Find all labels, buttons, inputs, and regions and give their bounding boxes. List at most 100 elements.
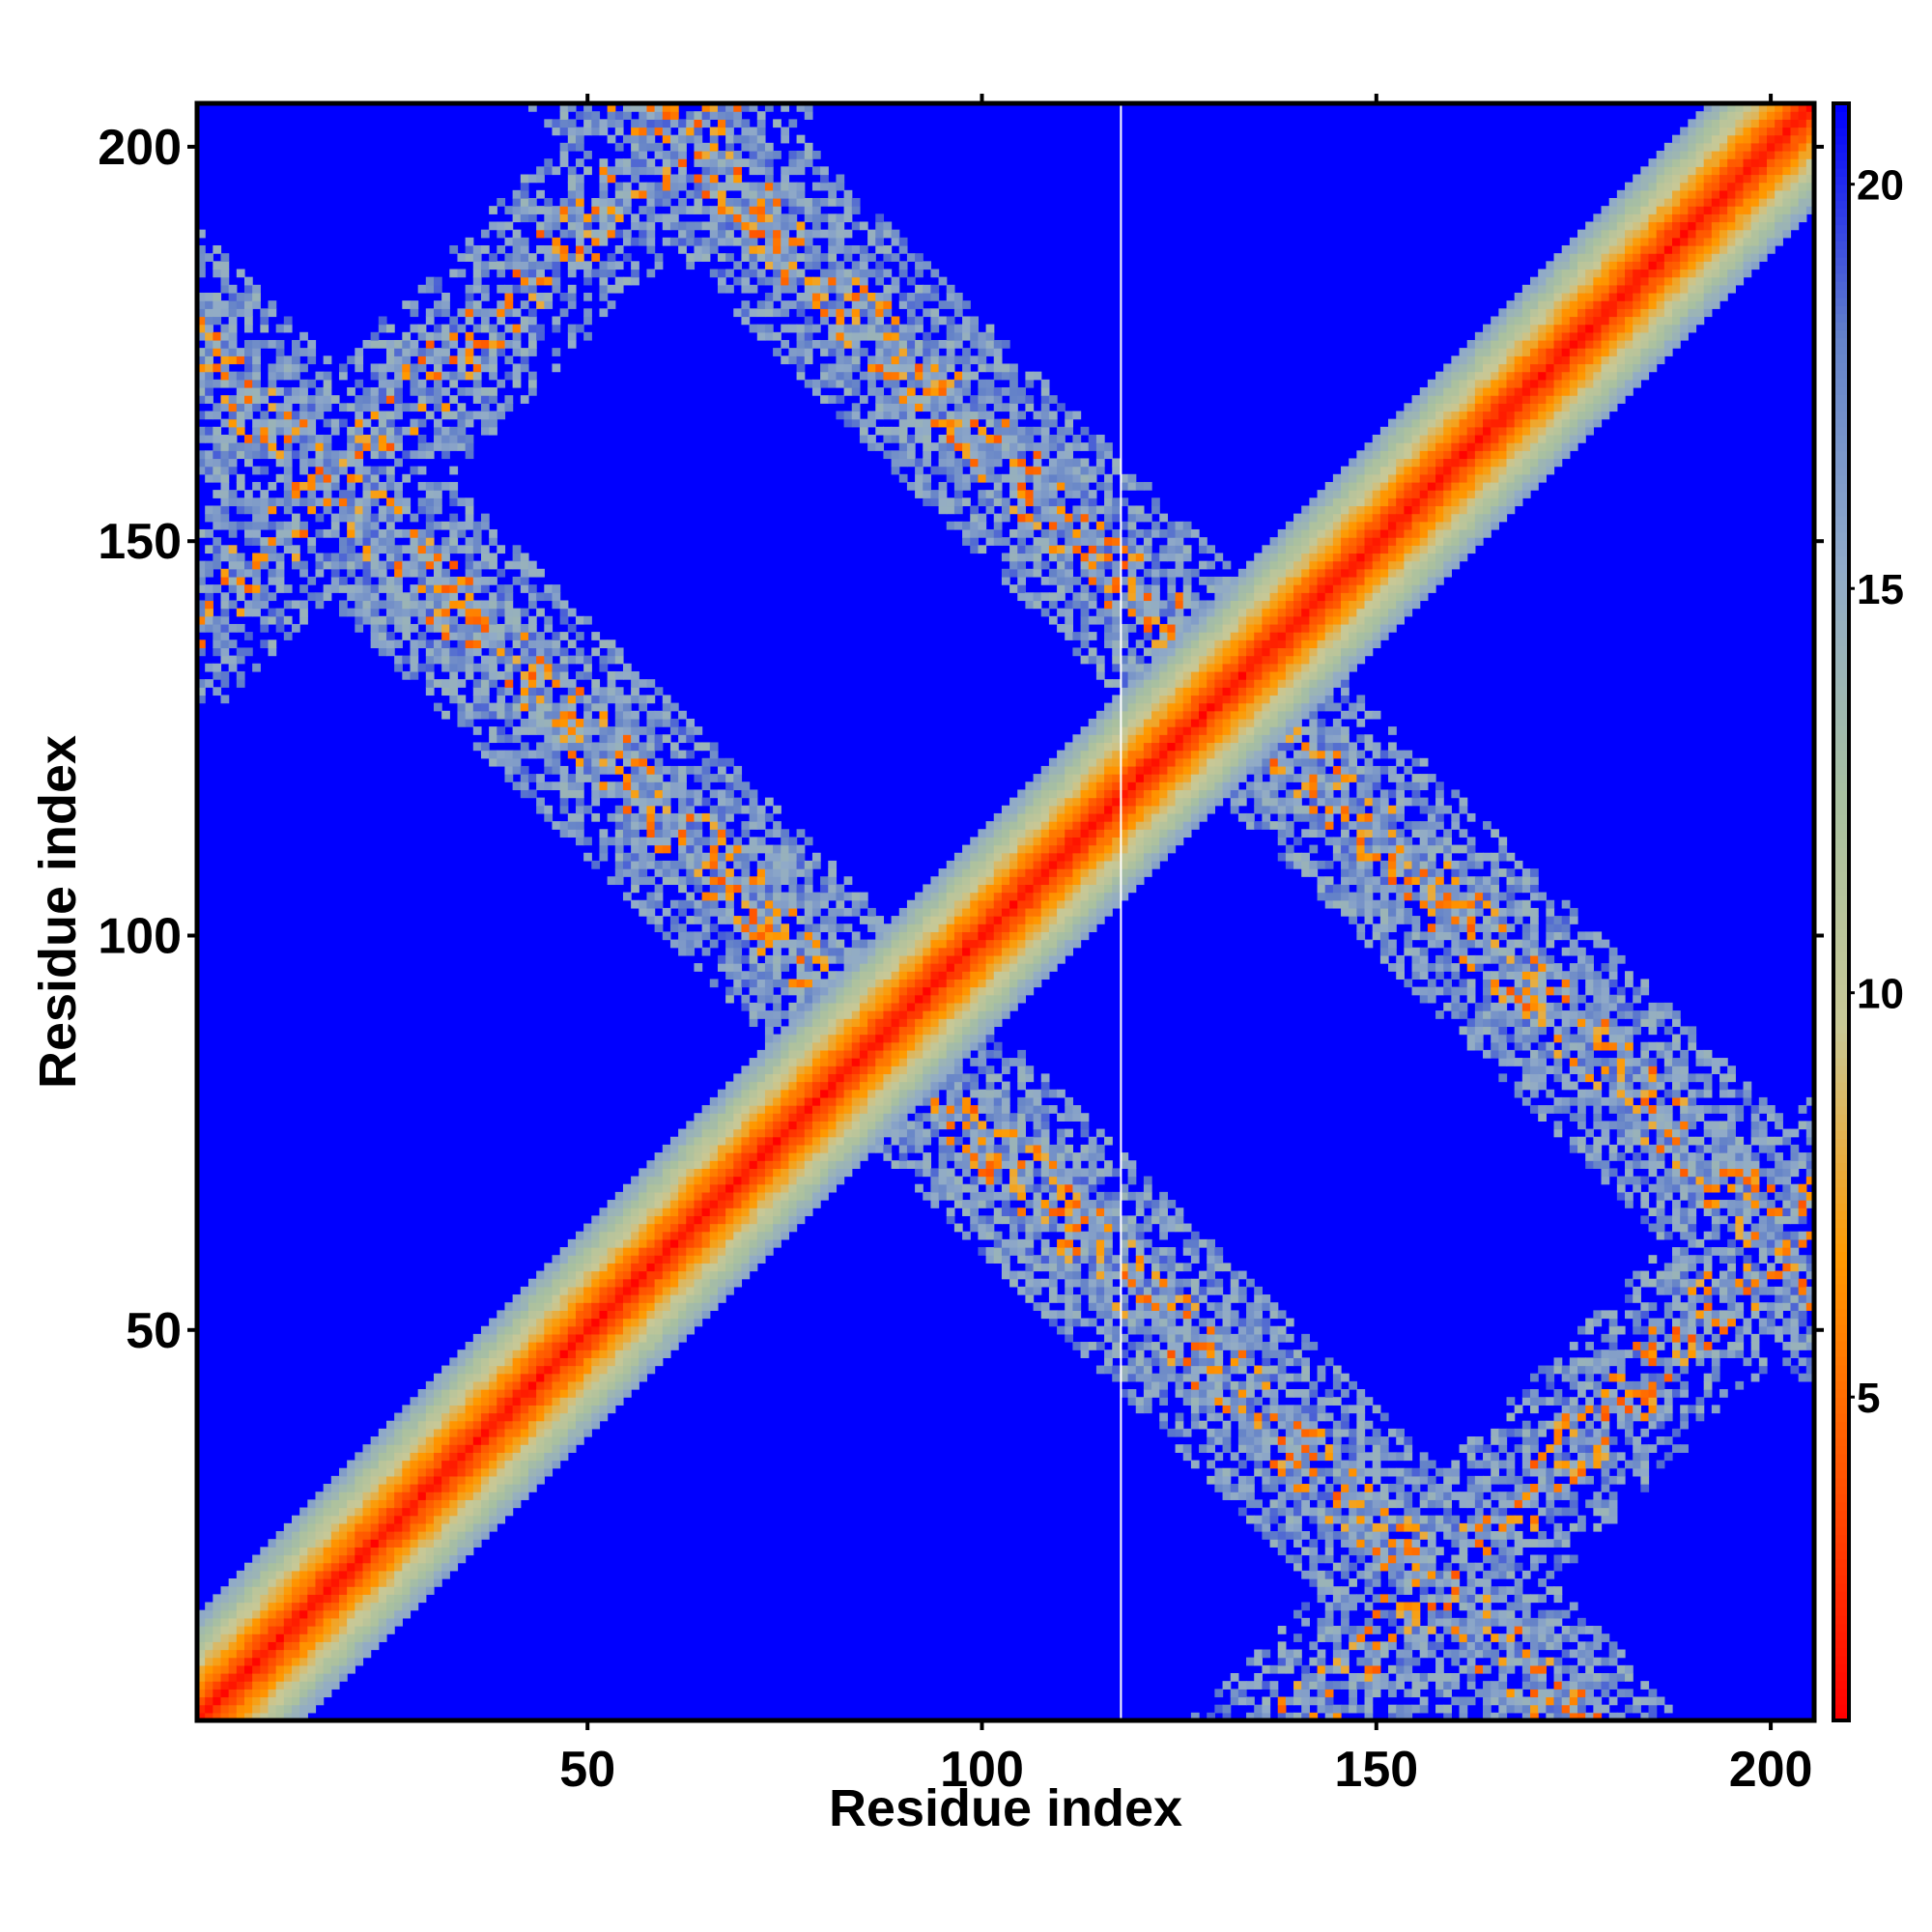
- heatmap-cell: [781, 860, 790, 869]
- heatmap-cell: [591, 632, 601, 640]
- heatmap-cell: [717, 1270, 726, 1280]
- heatmap-cell: [599, 702, 609, 712]
- heatmap-cell: [544, 276, 554, 286]
- heatmap-cell: [299, 418, 308, 428]
- heatmap-cell: [260, 615, 270, 625]
- heatmap-cell: [678, 1302, 687, 1311]
- heatmap-cell: [489, 608, 497, 617]
- heatmap-cell: [323, 355, 332, 365]
- heatmap-cell: [268, 1649, 277, 1659]
- heatmap-cell: [228, 434, 238, 443]
- heatmap-cell: [260, 537, 270, 546]
- heatmap-cell: [213, 584, 222, 593]
- heatmap-cell: [465, 718, 474, 727]
- heatmap-cell: [385, 434, 395, 443]
- heatmap-cell: [433, 615, 442, 625]
- heatmap-cell: [402, 348, 412, 356]
- heatmap-cell: [268, 308, 277, 318]
- heatmap-cell: [804, 1096, 813, 1106]
- heatmap-cell: [796, 994, 806, 1004]
- heatmap-cell: [236, 308, 245, 318]
- heatmap-cell: [299, 1531, 308, 1540]
- heatmap-cell: [504, 300, 514, 309]
- heatmap-cell: [330, 1570, 340, 1579]
- heatmap-cell: [622, 726, 632, 735]
- heatmap-cell: [378, 1484, 387, 1492]
- heatmap-cell: [228, 1704, 238, 1714]
- heatmap-cell: [639, 812, 648, 822]
- heatmap-cell: [220, 355, 230, 365]
- heatmap-cell: [299, 1626, 308, 1634]
- heatmap-cell: [268, 1594, 277, 1604]
- heatmap-cell: [220, 647, 230, 657]
- heatmap-cell: [756, 158, 766, 167]
- heatmap-cell: [781, 355, 790, 365]
- heatmap-cell: [449, 632, 459, 640]
- heatmap-cell: [497, 584, 506, 593]
- heatmap-cell: [472, 1342, 482, 1350]
- heatmap-cell: [694, 963, 703, 972]
- heatmap-cell: [497, 1318, 506, 1327]
- heatmap-cell: [205, 339, 213, 349]
- heatmap-cell: [527, 1286, 537, 1295]
- heatmap-cell: [402, 426, 412, 436]
- heatmap-cell: [480, 1420, 490, 1430]
- heatmap-cell: [472, 528, 482, 538]
- heatmap-cell: [512, 1333, 522, 1343]
- heatmap-cell: [433, 623, 442, 633]
- heatmap-cell: [394, 1467, 403, 1477]
- heatmap-cell: [489, 553, 497, 562]
- heatmap-cell: [614, 1357, 624, 1367]
- heatmap-cell: [607, 1286, 616, 1295]
- heatmap-cell: [686, 1223, 696, 1233]
- heatmap-cell: [520, 655, 529, 665]
- heatmap-cell: [639, 1286, 648, 1295]
- heatmap-cell: [552, 363, 561, 373]
- heatmap-cell: [275, 1547, 285, 1556]
- heatmap-cell: [228, 655, 238, 665]
- heatmap-cell: [599, 1405, 609, 1414]
- heatmap-cell: [631, 789, 639, 799]
- heatmap-cell: [520, 1412, 529, 1422]
- heatmap-cell: [756, 1121, 766, 1130]
- heatmap-cell: [520, 1444, 529, 1453]
- heatmap-cell: [338, 1649, 348, 1659]
- heatmap-cell: [465, 1499, 474, 1509]
- heatmap-cell: [591, 1302, 601, 1311]
- heatmap-cell: [330, 458, 340, 468]
- heatmap-cell: [213, 1664, 222, 1674]
- heatmap-cell: [686, 734, 696, 744]
- heatmap-cell: [489, 537, 497, 546]
- heatmap-cell: [512, 726, 522, 735]
- heatmap-cell: [449, 1522, 459, 1532]
- heatmap-cell: [275, 1673, 285, 1682]
- heatmap-cell: [709, 1238, 719, 1248]
- heatmap-cell: [370, 623, 380, 633]
- heatmap-cell: [338, 560, 348, 570]
- heatmap-cell: [599, 726, 609, 735]
- heatmap-cell: [197, 1689, 206, 1698]
- heatmap-cell: [781, 269, 790, 278]
- heatmap-cell: [646, 797, 656, 807]
- heatmap-cell: [378, 1436, 387, 1445]
- heatmap-cell: [622, 1380, 632, 1390]
- heatmap-cell: [583, 805, 592, 814]
- heatmap-cell: [213, 1641, 222, 1651]
- heatmap-cell: [567, 142, 577, 152]
- heatmap-cell: [355, 1641, 364, 1651]
- heatmap-cell: [575, 718, 584, 727]
- heatmap-cell: [425, 1531, 435, 1540]
- heatmap-cell: [701, 742, 711, 752]
- heatmap-cell: [338, 497, 348, 507]
- heatmap-cell: [307, 1562, 317, 1572]
- heatmap-cell: [417, 1531, 427, 1540]
- heatmap-cell: [544, 1286, 554, 1295]
- heatmap-cell: [654, 718, 664, 727]
- heatmap-cell: [694, 127, 703, 136]
- heatmap-cell: [717, 1152, 726, 1161]
- heatmap-cell: [378, 545, 387, 554]
- heatmap-cell: [583, 765, 592, 775]
- heatmap-cell: [307, 355, 317, 365]
- heatmap-cell: [394, 395, 403, 404]
- heatmap-cell: [804, 1168, 813, 1178]
